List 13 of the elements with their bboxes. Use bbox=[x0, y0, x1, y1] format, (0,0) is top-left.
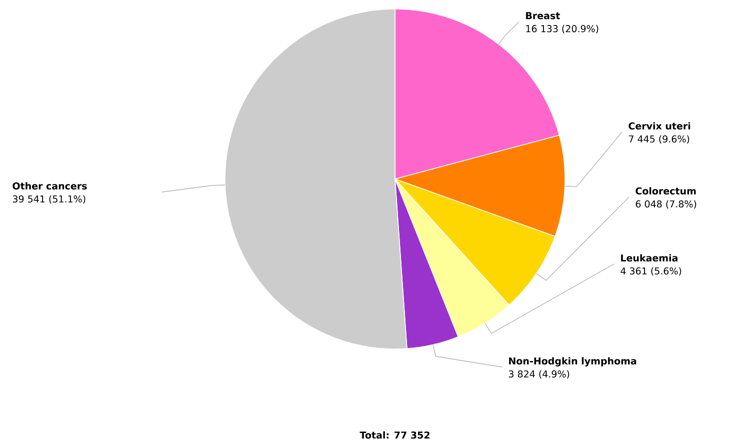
slice-label: Other cancers bbox=[12, 182, 87, 190]
data-label: 39 541 (51.1%) bbox=[12, 195, 86, 204]
slice-label: Breast bbox=[526, 12, 560, 20]
slice-label: Cervix uteri bbox=[628, 122, 690, 130]
slice-label: Non-Hodgkin lymphoma bbox=[509, 357, 636, 366]
data-label: 16 133 (20.9%) bbox=[526, 24, 598, 34]
data-label: 6 048 (7.8%) bbox=[636, 200, 696, 209]
text: Total: 77 352 bbox=[360, 431, 430, 439]
slice-label: Leukaemia bbox=[621, 254, 678, 262]
data-label: 3 824 (4.9%) bbox=[508, 370, 570, 379]
slice-label: Colorectum bbox=[636, 187, 696, 195]
data-label: 7 445 (9.6%) bbox=[628, 135, 690, 144]
data-label: 4 361 (5.6%) bbox=[620, 267, 682, 276]
